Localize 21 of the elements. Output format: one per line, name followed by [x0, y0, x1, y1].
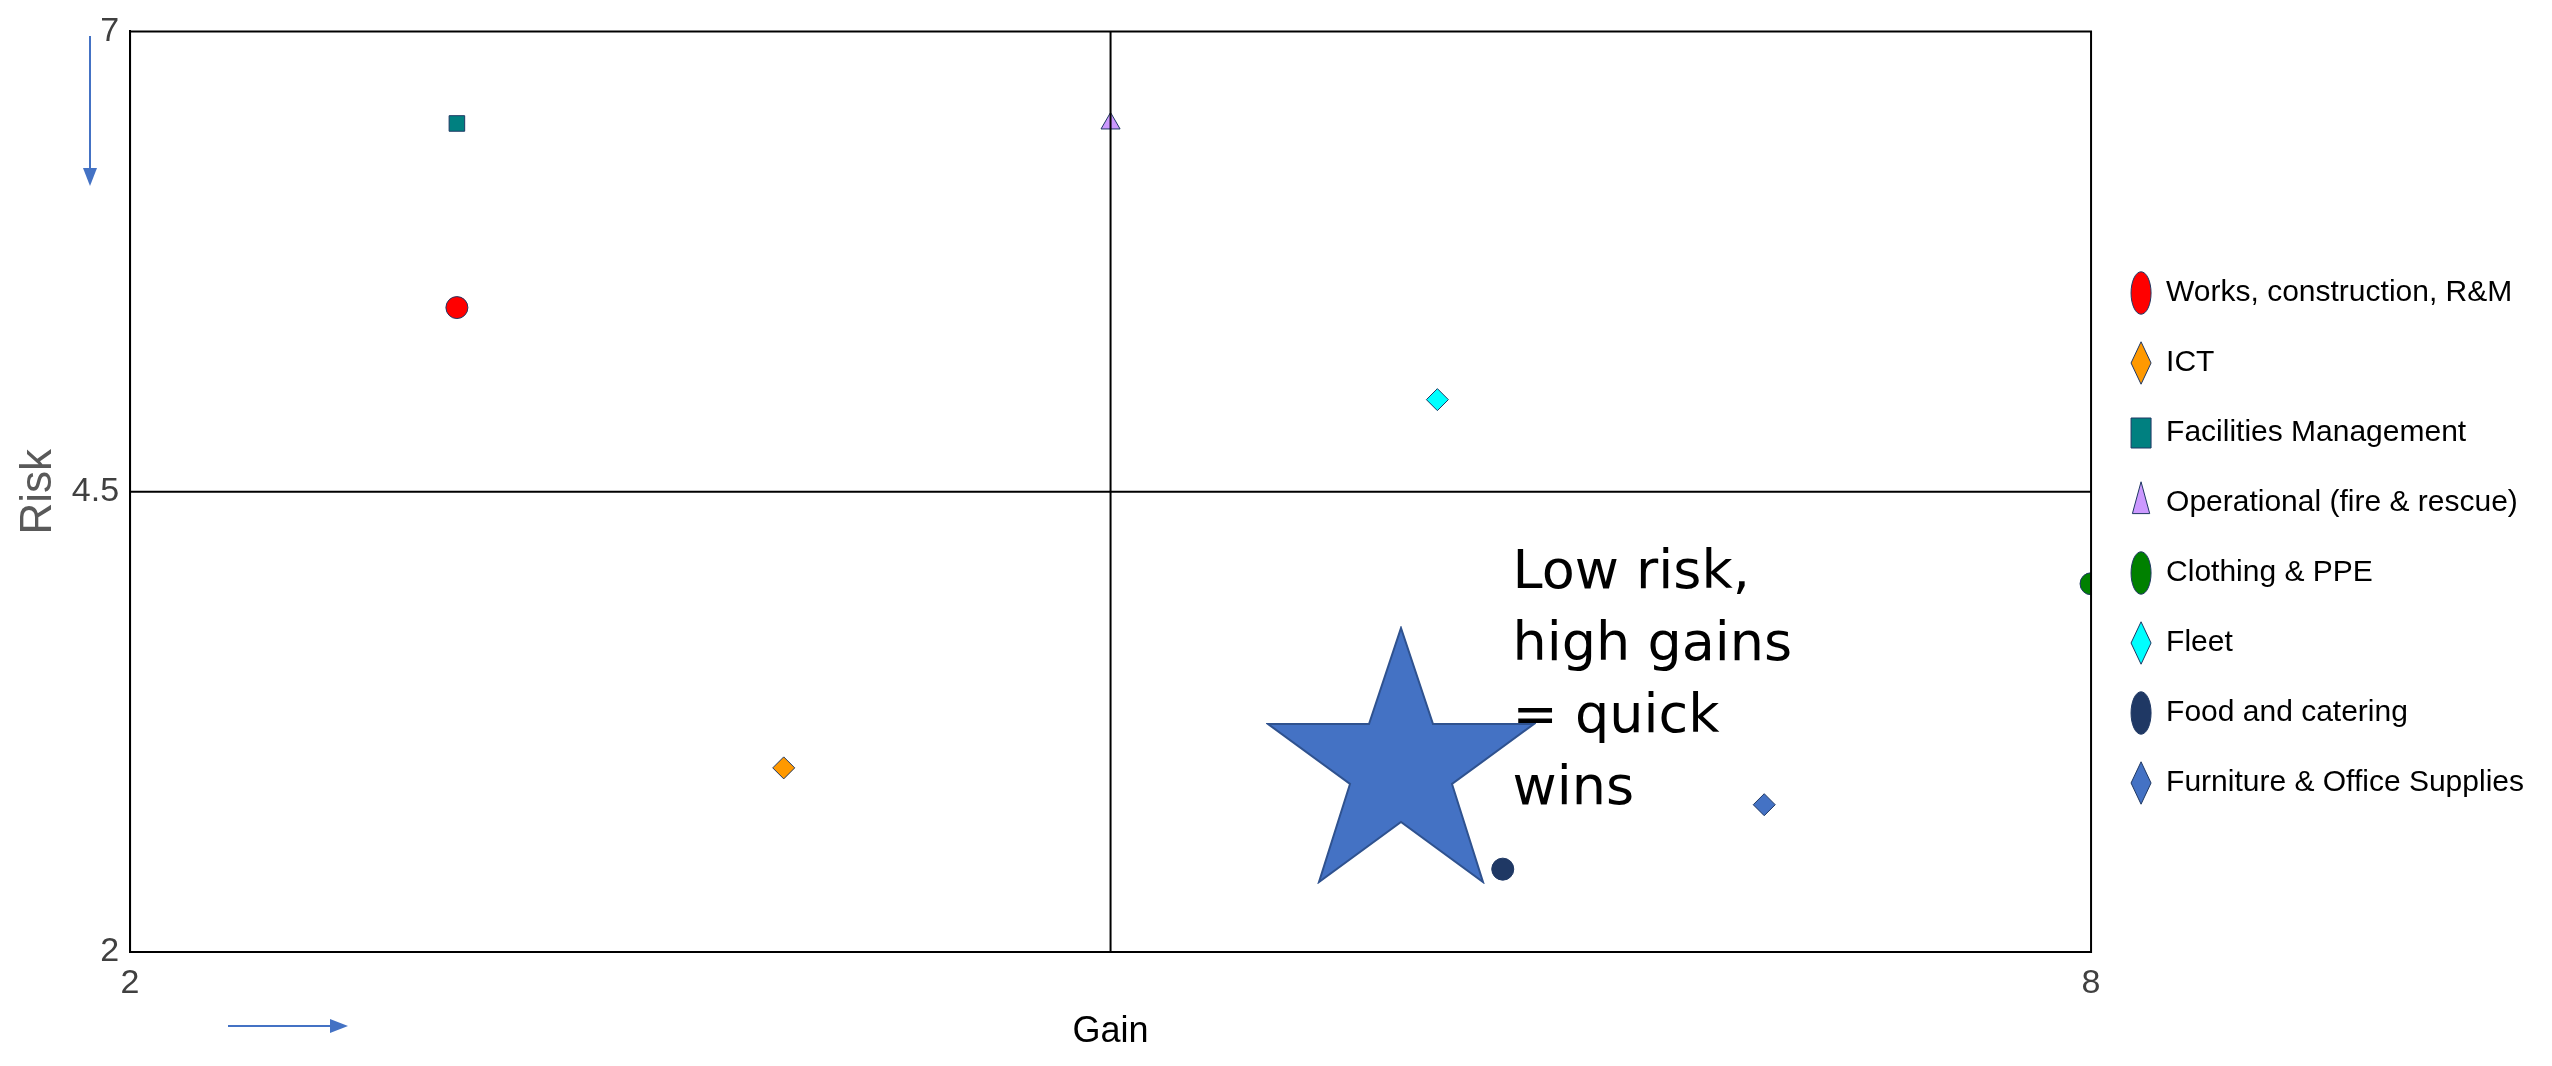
annotation: Low risk, high gains = quick wins	[1512, 537, 1793, 817]
y-tick-label: 2	[100, 930, 120, 969]
legend-label: Furniture & Office Supplies	[2166, 764, 2524, 798]
point	[1491, 857, 1515, 881]
point	[772, 756, 796, 780]
legend-label: Food and catering	[2166, 694, 2408, 728]
legend-label: Facilities Management	[2166, 414, 2467, 448]
legend-label: ICT	[2166, 344, 2215, 378]
legend-label: Fleet	[2166, 624, 2234, 658]
point	[448, 115, 466, 132]
y-tick-label: 4.5	[71, 470, 120, 509]
point	[1425, 388, 1449, 412]
y-tick-label: 7	[100, 9, 120, 48]
x-axis-title: Gain	[1072, 1009, 1149, 1051]
y-axis-title: Risk	[10, 447, 60, 535]
legend-label: Operational (fire & rescue)	[2166, 484, 2518, 518]
legend-label: Works, construction, R&M	[2166, 274, 2513, 308]
point	[445, 296, 469, 320]
x-tick-label: 8	[2081, 961, 2101, 1000]
point	[1752, 793, 1776, 817]
legend-label: Clothing & PPE	[2166, 554, 2373, 588]
